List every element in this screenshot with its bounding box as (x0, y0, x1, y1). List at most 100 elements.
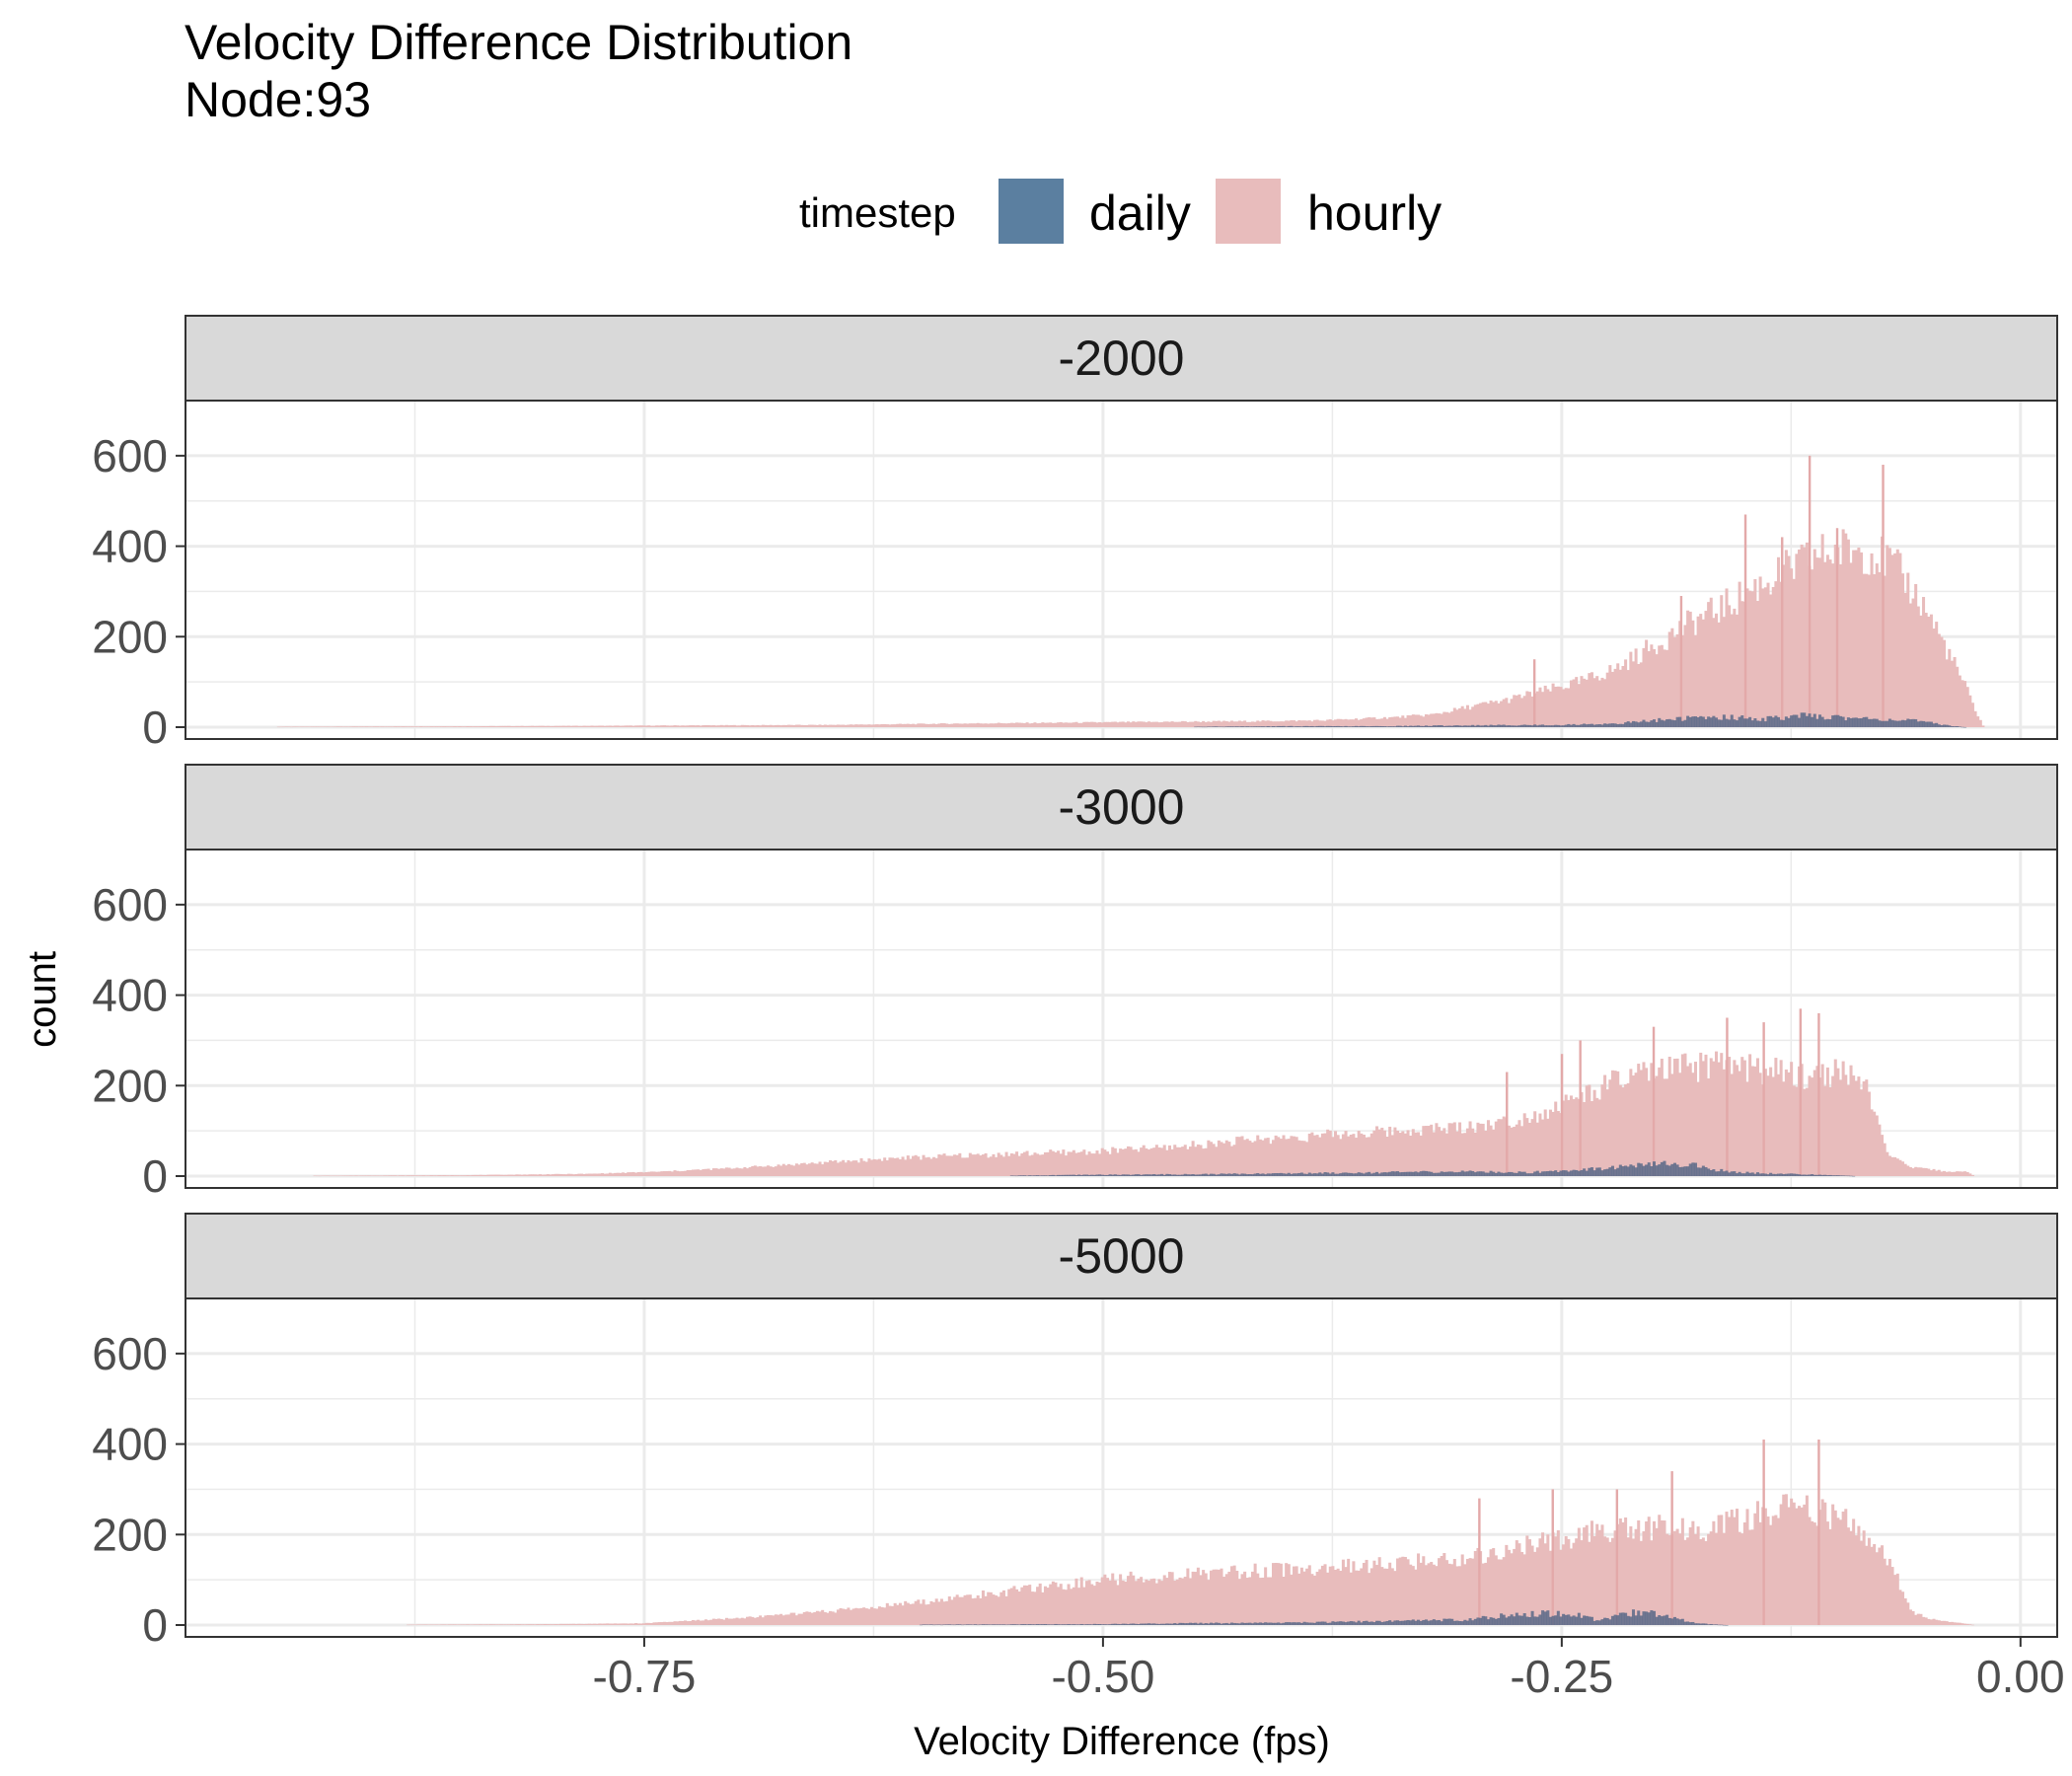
histogram-bar-hourly (1318, 1569, 1322, 1625)
histogram-bar-hourly (1204, 1147, 1208, 1176)
histogram-bar-daily (1113, 1174, 1117, 1176)
histogram-bar-daily (1411, 725, 1415, 727)
histogram-bar-daily (1670, 1618, 1674, 1625)
histogram-bar-hourly (1932, 1168, 1936, 1176)
histogram-bar-hourly (906, 723, 910, 727)
histogram-bar-hourly (823, 1161, 827, 1176)
histogram-bar-hourly (1890, 1567, 1894, 1625)
histogram-bar-daily (1393, 1620, 1397, 1625)
histogram-bar-daily (1484, 1172, 1488, 1176)
histogram-bar-daily (1595, 724, 1599, 727)
histogram-bar-hourly (515, 1174, 519, 1176)
histogram-bar-daily (1175, 1174, 1179, 1176)
histogram-bar-daily (1728, 1172, 1732, 1176)
histogram-bar-hourly (471, 1624, 475, 1625)
histogram-bar-hourly (636, 1171, 640, 1176)
histogram-bar-hourly (1279, 721, 1283, 727)
histogram-bar-hourly (719, 724, 723, 727)
histogram-bar-hourly (324, 1175, 328, 1176)
histogram-bar-daily (1613, 1614, 1617, 1625)
histogram-bar-daily (1137, 1174, 1141, 1176)
histogram-bar-hourly (847, 1607, 851, 1625)
histogram-bar-hourly (1422, 716, 1426, 727)
histogram-bar-hourly (1380, 1127, 1384, 1176)
histogram-bar-daily (1178, 1622, 1182, 1625)
histogram-bar-daily (1455, 1172, 1459, 1176)
histogram-bar-hourly (1811, 1520, 1814, 1625)
histogram-bar-daily (1849, 1175, 1853, 1177)
histogram-bar-hourly (1520, 1126, 1524, 1176)
histogram-bar-daily (1820, 1174, 1824, 1176)
histogram-bar-hourly (834, 724, 838, 727)
histogram-bar-hourly (639, 725, 643, 727)
histogram-bar-daily (953, 1624, 957, 1626)
y-tick-label: 600 (92, 879, 168, 930)
histogram-bar-hourly (424, 726, 428, 727)
histogram-bar-hourly (1154, 721, 1158, 727)
histogram-spike-hourly (1506, 1072, 1509, 1176)
histogram-bar-hourly (1315, 1571, 1319, 1625)
histogram-bar-daily (1368, 1171, 1371, 1176)
histogram-bar-daily (1667, 718, 1671, 727)
histogram-bar-daily (1119, 1174, 1123, 1176)
histogram-bar-hourly (748, 1616, 752, 1625)
histogram-bar-hourly (1341, 1134, 1345, 1176)
histogram-bar-daily (1447, 1618, 1451, 1625)
histogram-bar-hourly (566, 725, 570, 727)
histogram-bar-hourly (1170, 721, 1174, 727)
histogram-bar-hourly (1943, 1620, 1947, 1625)
histogram-bar-daily (1494, 1618, 1498, 1625)
histogram-bar-daily (1057, 1174, 1061, 1176)
histogram-bar-hourly (331, 1175, 334, 1177)
histogram-bar-daily (1297, 1622, 1301, 1625)
histogram-bar-daily (1675, 1164, 1679, 1176)
histogram-bar-daily (1790, 715, 1794, 727)
histogram-bar-daily (1502, 724, 1506, 727)
histogram-bar-hourly (523, 1174, 527, 1176)
histogram-bar-hourly (1108, 1153, 1112, 1176)
histogram-bar-hourly (1588, 1541, 1591, 1625)
histogram-bar-hourly (1903, 1598, 1907, 1625)
histogram-bar-daily (1207, 726, 1211, 727)
histogram-bar-hourly (619, 1623, 623, 1625)
histogram-bar-hourly (1592, 1089, 1596, 1176)
histogram-bar-hourly (1823, 561, 1827, 727)
histogram-bar-hourly (722, 725, 726, 727)
histogram-bar-hourly (1852, 550, 1856, 727)
histogram-bar-daily (1548, 725, 1552, 727)
histogram-bar-hourly (789, 1612, 793, 1625)
histogram-bar-hourly (836, 1162, 840, 1176)
histogram-bar-hourly (1440, 1131, 1443, 1176)
histogram-bar-hourly (1287, 1564, 1291, 1625)
histogram-bar-daily (1825, 718, 1829, 727)
histogram-bar-hourly (1432, 713, 1436, 727)
histogram-bar-hourly (1600, 1524, 1604, 1625)
histogram-bar-hourly (1968, 695, 1972, 727)
histogram-bar-daily (1170, 1174, 1174, 1176)
histogram-bar-daily (1336, 725, 1340, 727)
histogram-bar-hourly (925, 1604, 928, 1625)
histogram-bar-hourly (1095, 722, 1099, 727)
histogram-bar-hourly (1207, 721, 1211, 727)
histogram-bar-hourly (1935, 1170, 1939, 1176)
histogram-bar-daily (1569, 1170, 1573, 1176)
histogram-bar-hourly (1906, 1165, 1910, 1176)
histogram-bar-hourly (668, 725, 672, 727)
histogram-bar-hourly (554, 1624, 557, 1625)
histogram-bar-hourly (1264, 720, 1268, 727)
histogram-bar-daily (1344, 1172, 1348, 1176)
histogram-bar-daily (1084, 1174, 1088, 1176)
histogram-bar-hourly (1149, 1147, 1153, 1176)
histogram-bar-hourly (1803, 1088, 1807, 1176)
histogram-bar-daily (1616, 724, 1620, 727)
histogram-bar-daily (1199, 1622, 1203, 1625)
histogram-bar-hourly (992, 1153, 996, 1176)
histogram-bar-hourly (413, 726, 417, 727)
histogram-bar-hourly (407, 1175, 410, 1176)
histogram-bar-hourly (1369, 1568, 1373, 1625)
histogram-bar-daily (937, 1624, 941, 1625)
histogram-bar-hourly (1181, 1578, 1185, 1625)
histogram-bar-daily (1458, 725, 1462, 727)
histogram-bar-hourly (1162, 1575, 1166, 1625)
histogram-bar-hourly (329, 1175, 333, 1177)
